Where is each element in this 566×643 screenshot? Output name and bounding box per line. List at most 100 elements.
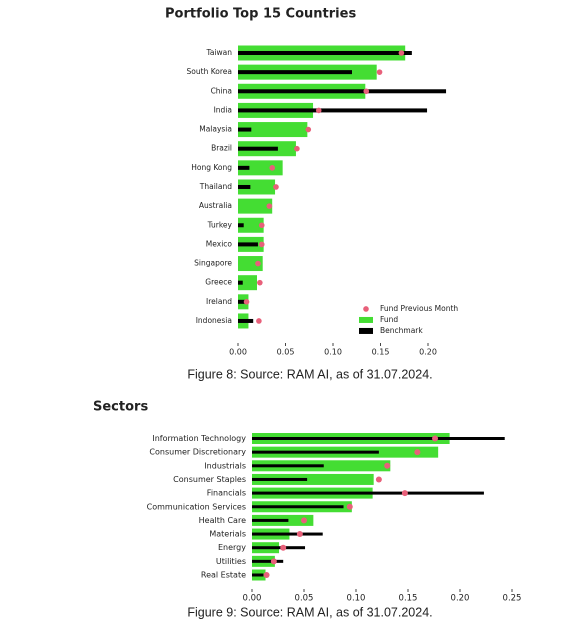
category-label: Mexico bbox=[206, 239, 233, 248]
x-tick-label: 0.05 bbox=[295, 594, 314, 604]
previous-dot bbox=[363, 88, 370, 95]
category-label: Taiwan bbox=[205, 48, 232, 57]
benchmark-bar bbox=[238, 184, 251, 189]
previous-dot bbox=[273, 184, 279, 190]
benchmark-bar bbox=[238, 299, 245, 304]
category-label: South Korea bbox=[187, 67, 232, 76]
x-tick-label: 0.15 bbox=[399, 594, 418, 604]
category-label: Utilities bbox=[216, 557, 246, 566]
previous-dot bbox=[257, 279, 263, 286]
previous-dot bbox=[376, 69, 383, 75]
benchmark-bar bbox=[238, 89, 447, 94]
category-label: Energy bbox=[218, 543, 246, 552]
benchmark-bar bbox=[252, 518, 289, 522]
previous-dot bbox=[258, 222, 265, 229]
benchmark-bar bbox=[252, 464, 324, 468]
legend-swatch bbox=[359, 327, 373, 334]
category-label: Consumer Discretionary bbox=[149, 448, 246, 457]
fund-bar bbox=[238, 122, 308, 138]
caption: Figure 9: Source: RAM AI, as of 31.07.20… bbox=[187, 605, 432, 619]
category-label: Real Estate bbox=[201, 571, 246, 580]
fund-bar bbox=[252, 473, 374, 485]
category-label: Singapore bbox=[194, 259, 232, 268]
category-label: Thailand bbox=[199, 182, 232, 191]
fund-bar bbox=[238, 217, 264, 233]
benchmark-bar bbox=[238, 127, 252, 132]
chart: Portfolio Top 15 Countries Figure 8: Sour… bbox=[165, 7, 458, 382]
x-tick-label: 0.10 bbox=[324, 348, 342, 357]
legend-swatch bbox=[363, 306, 369, 312]
previous-dot bbox=[346, 503, 353, 510]
category-label: Greece bbox=[205, 278, 232, 287]
chart-title: Portfolio Top 15 Countries bbox=[165, 7, 356, 22]
benchmark-bar bbox=[252, 437, 505, 440]
previous-dot bbox=[269, 165, 276, 171]
caption: Figure 8: Source: RAM AI, as of 31.07.20… bbox=[187, 367, 432, 381]
previous-dot bbox=[258, 241, 265, 248]
previous-dot bbox=[398, 50, 405, 56]
legend-label: Fund Previous Month bbox=[380, 304, 458, 313]
previous-dot bbox=[263, 572, 270, 578]
benchmark-bar bbox=[252, 477, 308, 481]
category-label: Financials bbox=[207, 489, 246, 498]
legend-label: Benchmark bbox=[380, 326, 423, 335]
fund-bar bbox=[238, 256, 263, 272]
fund-bar bbox=[238, 160, 283, 176]
category-label: Industrials bbox=[204, 461, 246, 470]
x-tick-label: 0.20 bbox=[451, 594, 470, 604]
benchmark-bar bbox=[252, 532, 323, 536]
previous-dot bbox=[256, 318, 262, 324]
previous-dot bbox=[294, 145, 300, 152]
category-label: Communication Services bbox=[147, 502, 246, 511]
x-tick-label: 0.05 bbox=[277, 348, 295, 357]
category-label: China bbox=[211, 86, 232, 95]
previous-dot bbox=[243, 299, 250, 305]
x-tick-label: 0.00 bbox=[229, 348, 247, 357]
benchmark-bar bbox=[238, 108, 428, 113]
x-tick-label: 0.25 bbox=[503, 594, 522, 604]
category-label: Hong Kong bbox=[191, 163, 232, 172]
category-label: India bbox=[214, 105, 232, 114]
category-label: Malaysia bbox=[199, 125, 232, 134]
x-tick-label: 0.20 bbox=[419, 348, 437, 357]
category-label: Brazil bbox=[211, 144, 232, 153]
benchmark-bar bbox=[238, 280, 243, 285]
legend-label: Fund bbox=[380, 315, 398, 324]
category-label: Information Technology bbox=[152, 434, 246, 443]
previous-dot bbox=[384, 462, 391, 469]
benchmark-bar bbox=[238, 70, 352, 75]
benchmark-bar bbox=[252, 491, 484, 495]
previous-dot bbox=[432, 435, 439, 442]
previous-dot bbox=[270, 558, 277, 565]
previous-dot bbox=[280, 544, 287, 551]
previous-dot bbox=[266, 203, 273, 209]
benchmark-bar bbox=[238, 223, 244, 228]
x-tick-label: 0.00 bbox=[243, 594, 262, 604]
category-label: Australia bbox=[199, 201, 232, 210]
chart-title: Sectors bbox=[93, 400, 148, 415]
x-tick-label: 0.15 bbox=[372, 348, 390, 357]
previous-dot bbox=[296, 531, 303, 538]
category-label: Ireland bbox=[206, 297, 232, 306]
previous-dot bbox=[255, 260, 261, 267]
legend-swatch bbox=[359, 316, 373, 323]
benchmark-bar bbox=[252, 573, 264, 577]
benchmark-bar bbox=[252, 559, 284, 563]
previous-dot bbox=[301, 517, 307, 524]
benchmark-bar bbox=[238, 318, 254, 323]
previous-dot bbox=[401, 490, 408, 497]
fund-bar bbox=[238, 275, 257, 291]
chart: Sectors Figure 9: Source: RAM AI, as of 3… bbox=[93, 400, 521, 620]
benchmark-bar bbox=[238, 242, 258, 247]
previous-dot bbox=[414, 449, 421, 456]
benchmark-bar bbox=[238, 165, 250, 170]
fund-bar bbox=[238, 179, 276, 195]
benchmark-bar bbox=[252, 450, 379, 454]
benchmark-bar bbox=[252, 505, 344, 509]
previous-dot bbox=[315, 107, 322, 114]
previous-dot bbox=[375, 476, 382, 483]
category-label: Indonesia bbox=[196, 316, 232, 325]
benchmark-bar bbox=[238, 51, 412, 55]
fund-bar bbox=[238, 198, 273, 214]
